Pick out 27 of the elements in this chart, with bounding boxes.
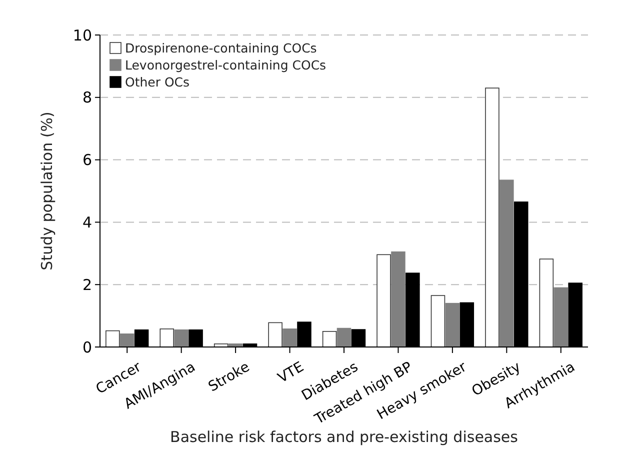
bar [391,251,406,348]
bar [336,328,352,348]
legend-label: Other OCs [125,74,190,90]
y-axis-title: Study population (%) [38,112,56,270]
bar [106,330,120,348]
legend-label: Levonorgestrel-containing COCs [125,57,326,72]
bar [539,258,554,348]
bar [500,180,514,348]
y-tick-label: 6 [82,151,92,170]
x-axis-title: Baseline risk factors and pre-existing diseases [170,428,518,446]
y-tick-label: 4 [82,213,92,232]
bar [282,328,297,348]
bar [120,333,134,348]
y-tick-label: 0 [82,338,92,356]
bar [554,287,568,348]
bar [322,331,337,348]
bar [268,322,282,348]
y-tick-label: 10 [72,26,92,44]
y-tick-label: 2 [82,276,92,294]
bar [485,88,500,348]
bar [160,328,174,348]
bar [174,329,188,348]
bar [430,295,446,348]
legend-label: Drospirenone-containing COCs [125,40,317,56]
bar [445,302,460,348]
y-tick-label: 8 [82,88,92,107]
bar [376,254,391,348]
